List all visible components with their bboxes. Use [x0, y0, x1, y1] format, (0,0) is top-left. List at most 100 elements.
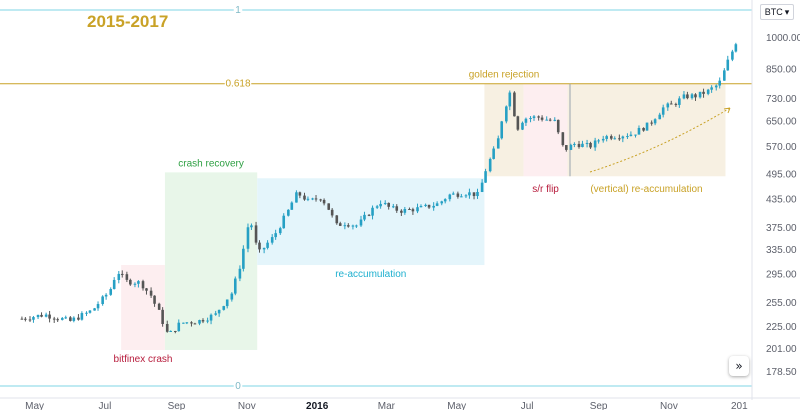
x-tick-label-0: May [25, 401, 44, 410]
candle-body-3 [32, 317, 35, 320]
candle-body-38 [174, 330, 177, 332]
candle-body-156 [650, 122, 653, 124]
x-tick-label-5: Mar [378, 401, 396, 410]
candle-body-15 [80, 313, 84, 320]
y-tick-label-0: 1000.00 [766, 33, 800, 44]
chevron-down-icon: ▾ [784, 6, 790, 17]
y-tick-label-5: 495.00 [766, 169, 797, 180]
candle-body-158 [658, 114, 662, 120]
x-tick-label-10: 201 [731, 401, 748, 410]
candle-body-171 [710, 87, 713, 90]
candle-body-82 [351, 225, 355, 227]
double-chevron-right-icon: » [735, 359, 743, 373]
candle-body-44 [198, 320, 201, 324]
candle-body-87 [371, 207, 374, 216]
candle-body-173 [718, 80, 722, 86]
candle-body-37 [169, 330, 172, 332]
candle-body-154 [642, 127, 645, 131]
candle-body-146 [609, 136, 613, 139]
candle-body-24 [117, 273, 121, 280]
candle-body-170 [706, 89, 710, 94]
candle-body-157 [653, 119, 657, 124]
candle-body-174 [723, 70, 726, 81]
candle-body-83 [355, 225, 358, 227]
candle-body-78 [335, 215, 339, 224]
candle-body-26 [125, 274, 129, 280]
candle-body-93 [395, 206, 399, 211]
candle-body-162 [674, 103, 678, 105]
candle-body-68 [295, 192, 298, 203]
candle-body-99 [419, 205, 423, 208]
candle-body-132 [553, 119, 557, 121]
candle-body-89 [379, 203, 382, 207]
candle-body-28 [133, 283, 137, 285]
fib-level-label-bg-2 [233, 381, 243, 391]
candle-body-105 [443, 199, 447, 202]
candle-body-117 [492, 148, 495, 159]
y-tick-label-12: 201.00 [766, 344, 797, 355]
candle-body-46 [206, 320, 209, 322]
candle-body-129 [540, 117, 544, 120]
y-tick-label-4: 570.00 [766, 142, 797, 153]
candle-body-160 [666, 103, 670, 108]
candle-body-137 [573, 143, 576, 145]
y-tick-label-10: 255.00 [766, 298, 797, 309]
candle-body-168 [698, 91, 702, 98]
x-tick-label-8: Sep [590, 401, 608, 410]
candle-body-177 [734, 44, 738, 52]
candle-body-69 [298, 192, 302, 196]
y-tick-label-3: 650.00 [766, 117, 797, 128]
candle-body-165 [686, 94, 689, 99]
candle-body-73 [314, 198, 318, 200]
candle-body-110 [464, 195, 468, 197]
candle-body-101 [427, 204, 431, 208]
candle-body-57 [250, 225, 253, 228]
fib-level-label-1: 0.618 [225, 79, 250, 90]
candle-body-121 [508, 92, 512, 107]
candle-body-107 [451, 193, 455, 195]
candle-body-149 [621, 136, 625, 139]
candle-body-92 [392, 206, 395, 208]
symbol-select[interactable]: BTC ▾ [760, 4, 794, 20]
candle-body-152 [634, 134, 637, 136]
y-tick-label-1: 850.00 [766, 65, 797, 76]
candle-body-29 [137, 281, 140, 284]
candle-body-100 [424, 204, 427, 206]
candle-body-134 [561, 132, 565, 146]
candle-body-9 [56, 319, 59, 321]
x-tick-label-3: Nov [238, 401, 256, 410]
candle-body-22 [109, 289, 113, 295]
candle-body-88 [375, 206, 379, 208]
y-tick-label-8: 335.00 [766, 245, 797, 256]
candle-body-91 [387, 202, 390, 207]
zone-label-5: s/r flip [532, 184, 559, 195]
candle-body-122 [513, 92, 516, 117]
x-tick-label-1: Jul [99, 401, 112, 410]
candle-body-25 [120, 273, 124, 275]
candle-body-84 [359, 219, 363, 226]
trend-arrow [589, 107, 731, 173]
fib-level-label-bg-1 [224, 78, 252, 89]
candle-body-45 [201, 320, 205, 322]
candle-body-175 [726, 59, 730, 71]
candle-body-51 [225, 299, 229, 307]
zone-rect-1 [121, 265, 165, 350]
candle-body-167 [694, 94, 697, 98]
candle-body-17 [88, 310, 92, 313]
candle-body-56 [246, 227, 250, 249]
candle-body-76 [327, 203, 331, 210]
y-tick-label-11: 225.00 [766, 322, 797, 333]
y-tick-label-9: 295.00 [766, 270, 797, 281]
candle-body-13 [72, 317, 76, 321]
zone-label-4: golden rejection [469, 70, 540, 81]
candle-body-39 [177, 322, 181, 332]
y-tick-label-7: 375.00 [766, 223, 797, 234]
fib-level-label-2: 0 [235, 381, 241, 392]
candle-body-30 [141, 281, 145, 289]
candle-body-104 [440, 201, 444, 204]
scroll-to-realtime-button[interactable]: » [729, 356, 749, 376]
candle-body-125 [524, 118, 528, 123]
zone-label-2: crash recovery [178, 158, 244, 169]
candle-body-33 [153, 295, 156, 304]
